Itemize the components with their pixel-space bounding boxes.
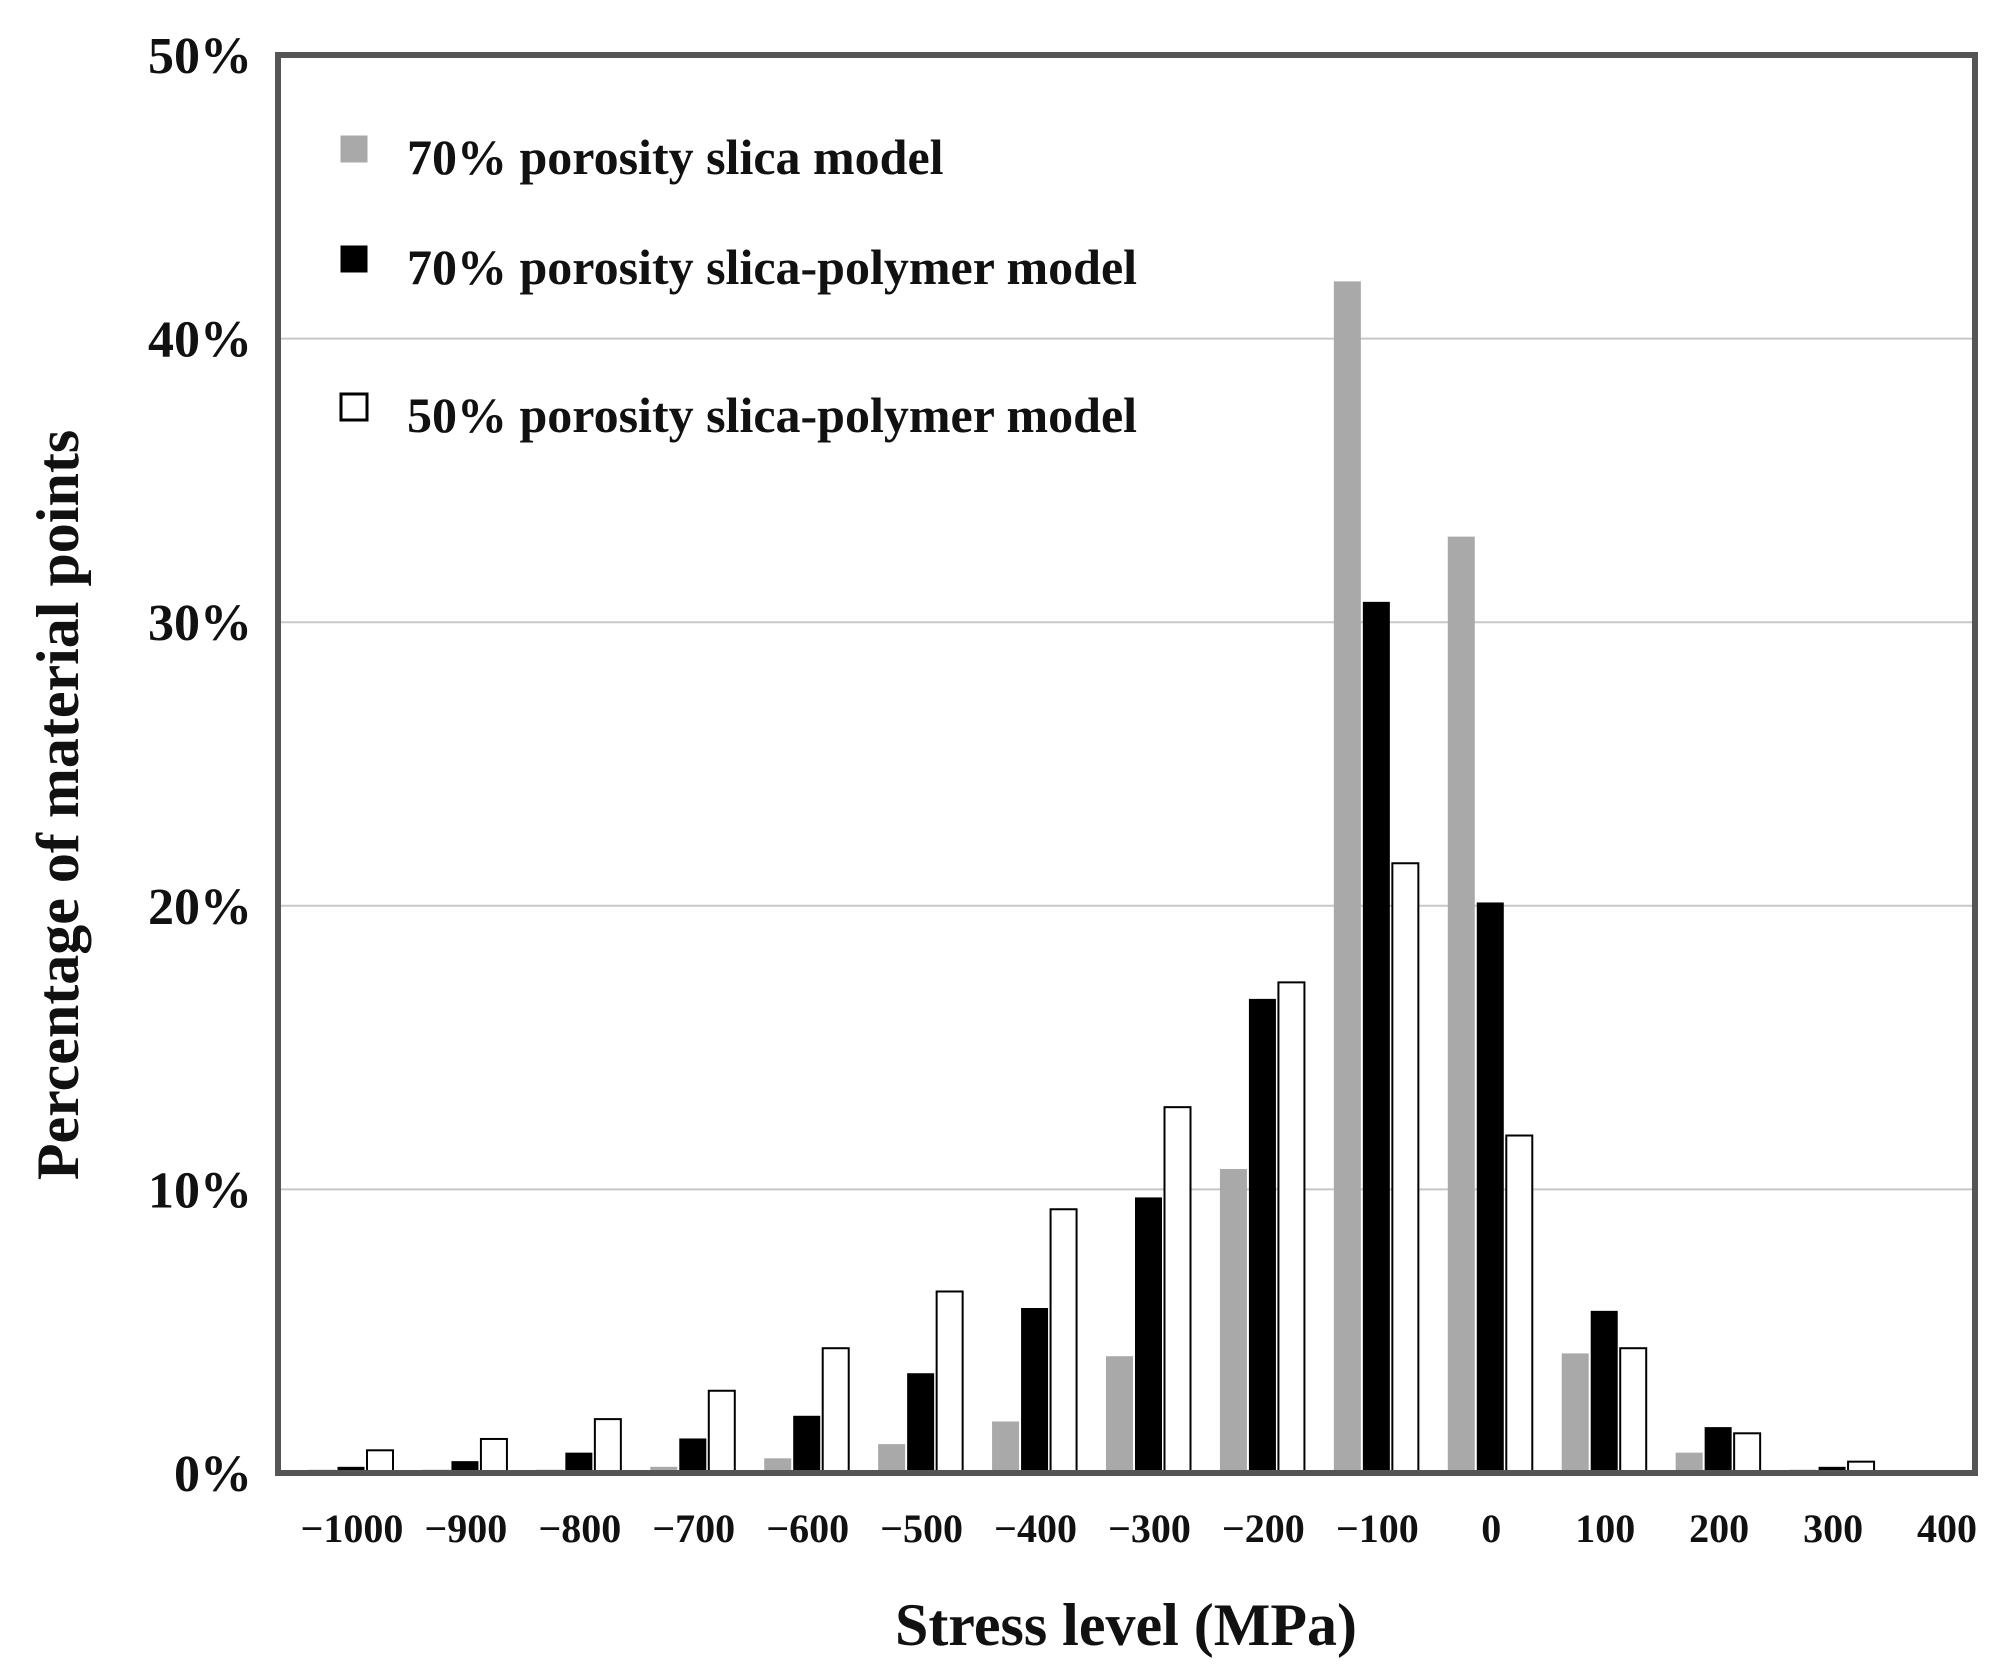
y-tick-labels: 0% 10% 20% 30% 40% 50% — [148, 28, 252, 1503]
bar-2 — [1135, 1197, 1162, 1474]
legend-label-2: 70% porosity slica-polymer model — [407, 239, 1137, 295]
bar-2 — [1476, 902, 1504, 1474]
bar-1 — [1447, 536, 1475, 1474]
bar-3 — [821, 1347, 850, 1474]
plot-frame — [275, 52, 1978, 1476]
bar-2 — [679, 1438, 707, 1474]
x-tick-label: 0 — [1481, 1506, 1501, 1551]
bar-3 — [1163, 1106, 1192, 1474]
bar-2 — [907, 1373, 935, 1474]
bar-3 — [593, 1418, 622, 1474]
y-tick-label: 0% — [174, 1446, 252, 1503]
bar-2 — [1362, 601, 1390, 1474]
bar-2 — [793, 1415, 821, 1474]
bar-1 — [1219, 1169, 1247, 1474]
x-tick-label: −900 — [425, 1506, 508, 1551]
y-tick-label: 20% — [148, 879, 252, 936]
x-tick-label: 100 — [1575, 1506, 1635, 1551]
legend: 70% porosity slica model 70% porosity sli… — [339, 129, 1137, 443]
bar-2 — [1021, 1308, 1049, 1474]
x-tick-label: −100 — [1336, 1506, 1419, 1551]
bar-2 — [1704, 1427, 1732, 1474]
y-tick-label: 10% — [148, 1162, 252, 1219]
y-tick-label: 40% — [148, 312, 252, 369]
legend-label-3: 50% porosity slica-polymer model — [407, 387, 1137, 443]
bar-1 — [1561, 1353, 1589, 1474]
x-tick-labels: −1000 −900 −800 −700 −600 −500 −400 −300 −200 −10… — [301, 1506, 1977, 1551]
x-tick-label: −200 — [1222, 1506, 1305, 1551]
bar-3 — [1391, 862, 1420, 1474]
bar-3 — [935, 1290, 964, 1474]
bar-3 — [1733, 1432, 1762, 1475]
y-tick-label: 50% — [148, 28, 252, 85]
bar-1 — [1333, 281, 1361, 1474]
x-axis-title: Stress level (MPa) — [895, 1592, 1357, 1658]
bar-2 — [1248, 998, 1276, 1474]
bar-3 — [1505, 1134, 1534, 1474]
bar-3 — [707, 1389, 736, 1474]
bar-3 — [1619, 1347, 1648, 1474]
bar-2 — [1590, 1310, 1618, 1474]
bars — [308, 281, 1876, 1475]
bar-3 — [1049, 1208, 1078, 1474]
bar-1 — [992, 1421, 1020, 1474]
x-tick-label: −800 — [538, 1506, 621, 1551]
x-tick-label: −500 — [880, 1506, 963, 1551]
gridlines — [278, 337, 1975, 1191]
y-tick-label: 30% — [148, 595, 252, 652]
y-axis-title: Percentage of material points — [25, 430, 91, 1180]
x-tick-label: −700 — [652, 1506, 735, 1551]
x-tick-label: 300 — [1803, 1506, 1863, 1551]
bar-3 — [479, 1437, 508, 1475]
legend-swatch-1 — [340, 135, 368, 163]
bar-3 — [1277, 981, 1306, 1474]
x-tick-label: 400 — [1917, 1506, 1977, 1551]
x-tick-label: −1000 — [301, 1506, 404, 1551]
bar-1 — [878, 1444, 906, 1474]
bar-1 — [1106, 1356, 1133, 1474]
legend-swatch-2 — [340, 245, 368, 273]
x-tick-label: −600 — [766, 1506, 849, 1551]
x-tick-label: 200 — [1689, 1506, 1749, 1551]
legend-label-1: 70% porosity slica model — [407, 129, 944, 185]
legend-swatch-3 — [339, 392, 369, 422]
x-tick-label: −300 — [1108, 1506, 1191, 1551]
bar-3 — [366, 1449, 394, 1475]
x-tick-label: −400 — [994, 1506, 1077, 1551]
